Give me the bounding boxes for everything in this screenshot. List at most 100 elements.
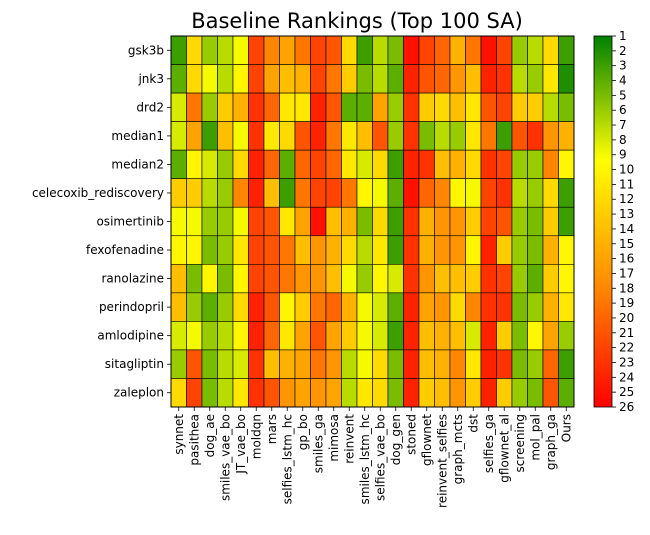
heatmap-cell [558,121,575,151]
heatmap-cell [217,235,234,265]
heatmap-cell [201,92,218,122]
heatmap-cell [387,292,404,322]
heatmap-cell [170,178,187,208]
heatmap-cell [325,235,342,265]
heatmap-cell [201,378,218,408]
heatmap-cell [511,92,528,122]
heatmap-cell [542,264,559,294]
column-label: pasithea [187,414,201,466]
heatmap-cell [248,92,265,122]
heatmap-cell [403,292,420,322]
heatmap-cell [325,264,342,294]
heatmap-cell [558,349,575,379]
heatmap-cell [294,292,311,322]
heatmap-cell [434,149,451,179]
heatmap-cell [248,64,265,94]
heatmap-cell [186,292,203,322]
colorbar-tick-label: 3 [619,59,627,73]
heatmap-cell [511,349,528,379]
heatmap-cell [465,92,482,122]
heatmap-cell [542,378,559,408]
heatmap-cell [434,206,451,237]
heatmap-cell [511,121,528,151]
heatmap-cell [263,35,280,65]
heatmap-cell [356,64,373,94]
heatmap-cell [542,149,559,179]
heatmap-cell [263,64,280,94]
colorbar-tick-label: 6 [619,103,627,117]
heatmap-cell [170,206,187,237]
heatmap-cell [248,121,265,151]
heatmap-cell [403,264,420,294]
heatmap-cell [310,235,327,265]
heatmap-cell [387,178,404,208]
heatmap-cell [279,149,296,179]
heatmap-cells [170,35,575,408]
heatmap-cell [403,121,420,151]
heatmap-cell [356,92,373,122]
heatmap-cell [496,178,513,208]
heatmap-cell [387,64,404,94]
column-label: reinvent_selfies [435,414,449,508]
heatmap-cell [372,35,389,65]
heatmap-cell [170,321,187,351]
colorbar-tick-label: 10 [619,163,634,177]
heatmap-cell [232,149,249,179]
column-label: moldqn [249,414,263,459]
heatmap-cell [248,178,265,208]
row-label: jnk3 [137,72,164,86]
heatmap-cell [310,35,327,65]
heatmap-cell [387,349,404,379]
heatmap-cell [356,349,373,379]
heatmap-cell [201,121,218,151]
heatmap-cell [418,121,435,151]
colorbar-tick-label: 7 [619,118,627,132]
heatmap-cell [403,378,420,408]
colorbar-tick-label: 26 [619,400,634,414]
heatmap-cell [341,235,358,265]
heatmap-cell [372,178,389,208]
heatmap-cell [372,121,389,151]
heatmap-cell [418,178,435,208]
heatmap-cell [542,235,559,265]
heatmap-cell [372,264,389,294]
heatmap-cell [449,206,466,237]
heatmap-cell [418,235,435,265]
heatmap-cell [465,292,482,322]
heatmap-cell [217,92,234,122]
heatmap-cell [542,349,559,379]
heatmap-cell [558,92,575,122]
row-label: sitagliptin [105,357,164,371]
heatmap-cell [310,349,327,379]
heatmap-cell [403,235,420,265]
colorbar-ticks: 1234567891011121314151617181920212223242… [612,29,634,414]
heatmap-cell [542,321,559,351]
heatmap-cell [558,178,575,208]
heatmap-cell [201,235,218,265]
heatmap-cell [263,206,280,237]
heatmap-cell [341,206,358,237]
heatmap-cell [558,64,575,94]
heatmap-cell [527,92,544,122]
row-label: median2 [111,157,164,171]
column-label: gp_bo [296,414,310,450]
column-label: screening [513,414,527,472]
heatmap-cell [449,292,466,322]
heatmap-cell [434,349,451,379]
heatmap-cell [434,235,451,265]
row-label: ranolazine [101,272,164,286]
heatmap-cell [186,235,203,265]
heatmap-cell [558,264,575,294]
heatmap-cell [294,121,311,151]
heatmap-cell [356,149,373,179]
heatmap-cell [511,264,528,294]
heatmap-cell [465,64,482,94]
heatmap-cell [341,321,358,351]
heatmap-cell [232,206,249,237]
heatmap-cell [356,321,373,351]
heatmap-cell [186,149,203,179]
heatmap-cell [449,321,466,351]
heatmap-cell [465,35,482,65]
heatmap-cell [232,64,249,94]
